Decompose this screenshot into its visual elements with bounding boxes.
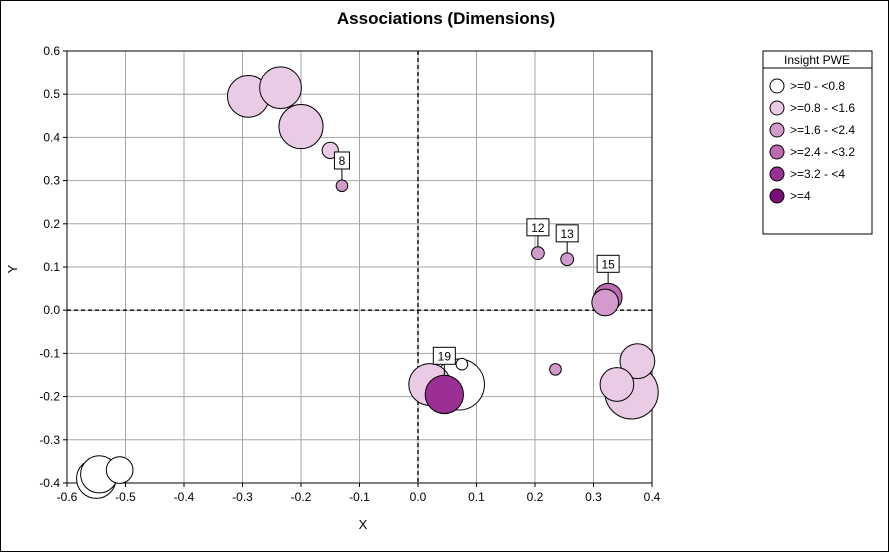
y-axis-label: Y	[5, 264, 20, 273]
legend-swatch	[769, 100, 785, 116]
data-point	[259, 66, 302, 110]
data-point	[455, 357, 469, 371]
grid	[66, 50, 653, 484]
x-tick-label: -0.3	[232, 490, 253, 504]
y-tick-label: -0.3	[39, 433, 60, 447]
legend-swatch	[769, 166, 785, 182]
x-tick-label: 0.4	[644, 490, 661, 504]
callout-label: 13	[560, 227, 574, 241]
legend-swatch	[769, 188, 785, 204]
data-points	[76, 66, 659, 499]
legend: Insight PWE >=0 - <0.8 >=0.8 - <1.6 >=1.6 …	[762, 50, 873, 235]
callout-label: 15	[601, 257, 615, 271]
data-point	[549, 363, 562, 376]
y-tick-label: 0.3	[43, 174, 60, 188]
data-point	[531, 246, 545, 261]
callout-label: 19	[438, 349, 452, 363]
data-point	[599, 367, 635, 402]
legend-entry-label: >=4	[790, 189, 811, 203]
callout-label: 12	[531, 221, 545, 235]
x-tick-label: 0.0	[410, 490, 427, 504]
legend-entry-label: >=0 - <0.8	[790, 79, 845, 93]
data-point	[619, 343, 656, 380]
callout-box	[555, 224, 579, 243]
data-point	[335, 179, 349, 193]
y-tick-label: 0.6	[43, 44, 60, 58]
x-tick-label: -0.2	[291, 490, 312, 504]
callout-box	[333, 151, 350, 170]
data-point	[560, 252, 575, 267]
callout-box	[432, 346, 456, 365]
point-callouts: 8 12 13 15 19	[333, 151, 620, 376]
y-axis-ticks: 0.6 0.5 0.4 0.3 0.2 0.1 0.0 -0.1 -0.2 -0.3 -0.4	[39, 44, 67, 490]
chart-title: Associations (Dimensions)	[337, 9, 555, 28]
zero-lines	[67, 51, 652, 483]
callout-box	[526, 218, 550, 237]
data-point	[278, 104, 324, 150]
y-tick-label: 0.0	[43, 303, 60, 317]
legend-entry-label: >=1.6 - <2.4	[790, 123, 855, 137]
legend-swatch	[769, 144, 785, 160]
x-axis-label: X	[359, 517, 368, 532]
y-tick-label: 0.5	[43, 87, 60, 101]
x-tick-label: 0.1	[468, 490, 485, 504]
callout-label: 8	[339, 154, 346, 168]
data-point	[424, 374, 464, 415]
y-tick-label: -0.2	[39, 390, 60, 404]
x-tick-label: -0.1	[349, 490, 370, 504]
data-point	[105, 456, 134, 484]
x-tick-label: -0.6	[57, 490, 78, 504]
x-axis-ticks: -0.6 -0.5 -0.4 -0.3 -0.2 -0.1 0.0 0.1 0.2 0.3 0.4	[57, 483, 661, 504]
data-point	[591, 288, 620, 317]
legend-entry-label: >=0.8 - <1.6	[790, 101, 855, 115]
y-tick-label: 0.2	[43, 217, 60, 231]
x-tick-label: -0.5	[115, 490, 136, 504]
x-tick-label: -0.4	[174, 490, 195, 504]
y-tick-label: 0.1	[43, 260, 60, 274]
y-tick-label: -0.4	[39, 476, 60, 490]
x-tick-label: 0.3	[585, 490, 602, 504]
legend-swatch	[769, 78, 785, 94]
legend-title: Insight PWE	[784, 53, 850, 67]
y-tick-label: -0.1	[39, 346, 60, 360]
legend-entry-label: >=2.4 - <3.2	[790, 145, 855, 159]
legend-entry-label: >=3.2 - <4	[790, 167, 845, 181]
x-tick-label: 0.2	[527, 490, 544, 504]
y-tick-label: 0.4	[43, 130, 60, 144]
callout-box	[596, 254, 620, 273]
legend-swatch	[769, 122, 785, 138]
